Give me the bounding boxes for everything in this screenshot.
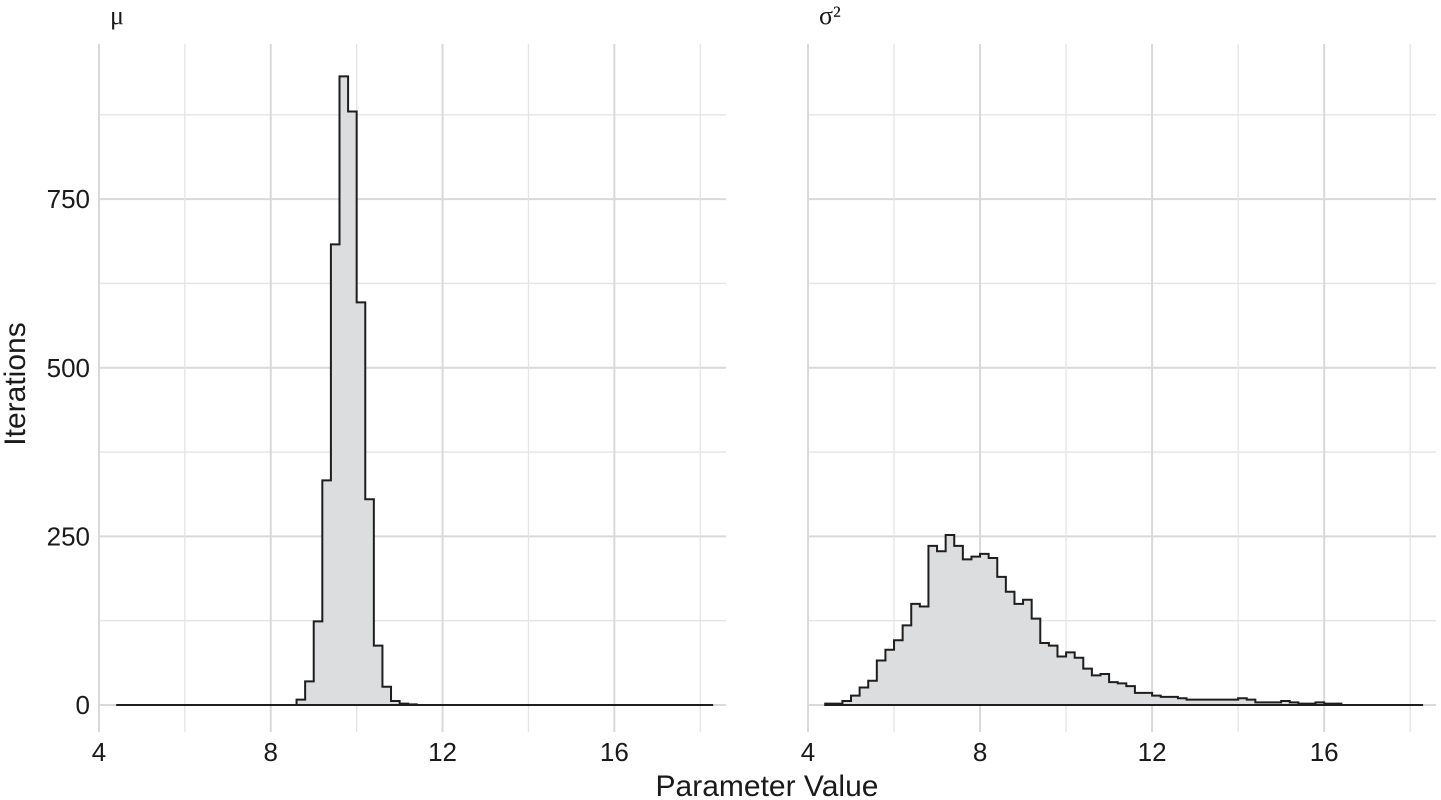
facet-title-sigma2: σ² [819,1,841,30]
x-tick-label: 16 [600,737,629,767]
tick-label-layer: 4 8 12 16 4 8 12 16 0 250 500 750 [47,184,1339,767]
y-tick-label: 750 [47,184,90,214]
grid-layer [98,44,1436,732]
y-tick-label: 0 [76,690,90,720]
y-tick-label: 250 [47,521,90,551]
x-tick-label: 16 [1310,737,1339,767]
y-tick-label: 500 [47,353,90,383]
x-tick-label: 12 [428,737,457,767]
x-tick-label: 4 [801,737,815,767]
x-axis-title: Parameter Value [656,770,879,800]
x-tick-label: 8 [973,737,987,767]
y-axis-title: Iterations [0,322,32,445]
x-tick-label: 4 [92,737,106,767]
histogram-mu [116,75,714,707]
histogram-sigma2 [824,534,1424,707]
x-tick-label: 8 [264,737,278,767]
facet-title-mu: μ [110,1,124,30]
x-tick-label: 12 [1138,737,1167,767]
histogram-layer [116,75,1424,707]
